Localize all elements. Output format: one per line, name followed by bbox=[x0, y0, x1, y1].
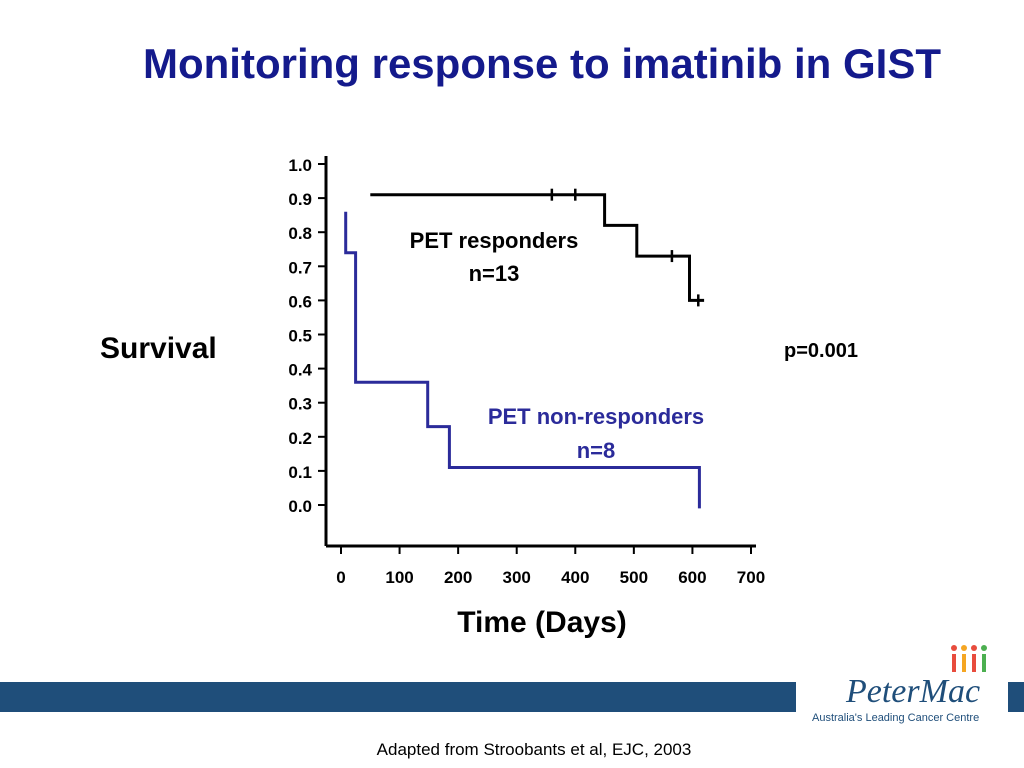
non-responders-label: PET non-responders bbox=[488, 404, 704, 429]
footer-band bbox=[0, 682, 796, 712]
citation: Adapted from Stroobants et al, EJC, 2003 bbox=[376, 740, 692, 759]
chart-axes: 0.0 0.1 0.2 0.3 0.4 0.5 0.6 0.7 0.8 0.9 1.0 0 100 200… bbox=[288, 156, 765, 587]
logo-stripe-green bbox=[982, 654, 986, 672]
logo-stripe-red-2 bbox=[972, 654, 976, 672]
y-tick-label: 0.1 bbox=[288, 463, 312, 482]
p-value: p=0.001 bbox=[784, 340, 858, 362]
y-tick-label: 0.7 bbox=[288, 258, 312, 277]
y-tick-label: 1.0 bbox=[288, 156, 312, 175]
responders-count: n=13 bbox=[469, 261, 520, 286]
non-responders-count: n=8 bbox=[577, 438, 616, 463]
slide-title: Monitoring response to imatinib in GIST bbox=[143, 40, 941, 87]
x-tick-label: 600 bbox=[678, 568, 706, 587]
logo-dot-orange bbox=[961, 645, 967, 651]
chart-series bbox=[344, 188, 705, 509]
logo-stripe-orange bbox=[962, 654, 966, 672]
survival-chart: 0.0 0.1 0.2 0.3 0.4 0.5 0.6 0.7 0.8 0.9 1.0 0 100 200… bbox=[288, 156, 765, 587]
logo-dot-green bbox=[981, 645, 987, 651]
y-tick-label: 0.5 bbox=[288, 327, 312, 346]
logo-dot-red-2 bbox=[971, 645, 977, 651]
y-axis-label: Survival bbox=[100, 332, 217, 365]
x-tick-label: 0 bbox=[336, 568, 345, 587]
y-tick-label: 0.8 bbox=[288, 224, 312, 243]
logo-wordmark: PeterMac bbox=[845, 673, 980, 710]
y-tick-label: 0.0 bbox=[288, 497, 312, 516]
footer-band-right bbox=[1008, 682, 1024, 712]
y-tick-label: 0.9 bbox=[288, 190, 312, 209]
petermac-logo: PeterMac bbox=[845, 645, 987, 710]
x-tick-label: 700 bbox=[737, 568, 765, 587]
responders-survival-curve bbox=[370, 193, 705, 302]
x-axis-label: Time (Days) bbox=[457, 606, 627, 639]
chart-series-labels: PET responders n=13 PET non-responders n… bbox=[410, 228, 705, 463]
logo-dot-red bbox=[951, 645, 957, 651]
responders-label: PET responders bbox=[410, 228, 579, 253]
x-tick-label: 100 bbox=[385, 568, 413, 587]
x-tick-label: 200 bbox=[444, 568, 472, 587]
x-tick-label: 300 bbox=[503, 568, 531, 587]
non-responders-survival-curve bbox=[344, 211, 701, 509]
y-tick-label: 0.4 bbox=[288, 361, 312, 380]
x-tick-label: 400 bbox=[561, 568, 589, 587]
x-tick-label: 500 bbox=[620, 568, 648, 587]
y-tick-label: 0.6 bbox=[288, 292, 312, 311]
logo-stripe-red bbox=[952, 654, 956, 672]
logo-tagline: Australia's Leading Cancer Centre bbox=[812, 712, 980, 724]
y-tick-label: 0.3 bbox=[288, 395, 312, 414]
y-tick-label: 0.2 bbox=[288, 429, 312, 448]
